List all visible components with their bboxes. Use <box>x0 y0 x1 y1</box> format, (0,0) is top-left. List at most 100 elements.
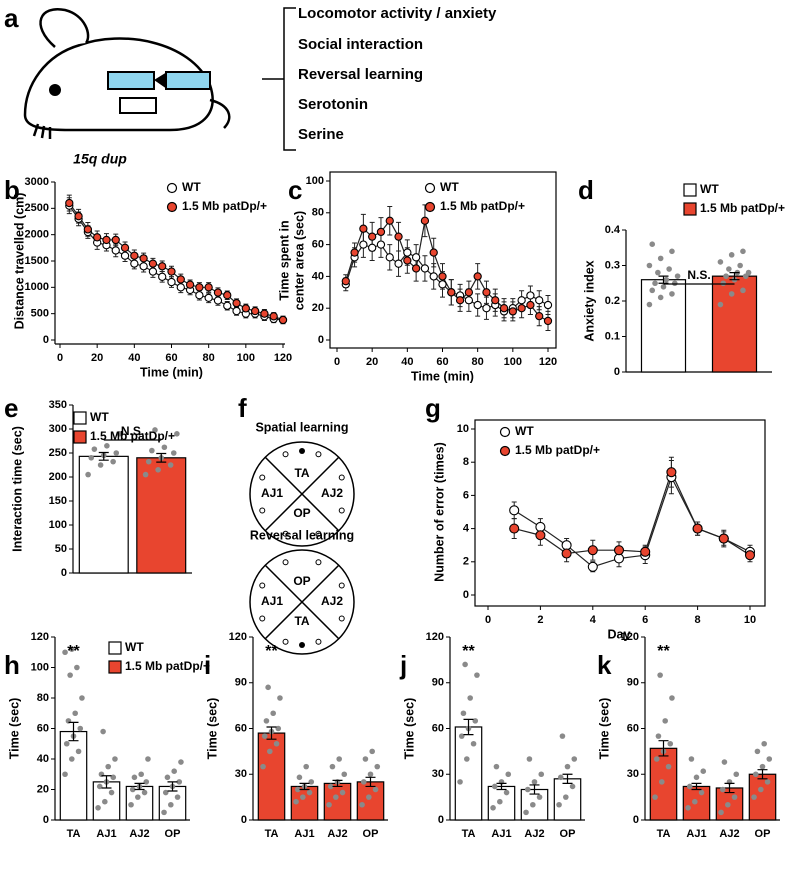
data-point <box>120 243 130 252</box>
error-bar <box>68 721 79 742</box>
individual-point <box>464 756 470 762</box>
x-tick-label: TA <box>657 828 671 840</box>
individual-point <box>142 471 149 478</box>
x-tick-label: 60 <box>165 352 177 364</box>
list-item: Serotonin <box>298 96 368 113</box>
maze-hole <box>338 474 345 481</box>
individual-point <box>457 779 463 785</box>
y-tick-label: 0 <box>61 567 67 579</box>
individual-point <box>720 280 727 287</box>
individual-point <box>652 794 658 800</box>
individual-point <box>77 725 84 732</box>
individual-point <box>96 783 103 790</box>
individual-point <box>497 798 503 805</box>
data-point <box>429 248 438 257</box>
individual-point <box>270 710 276 717</box>
error-bar <box>332 779 343 788</box>
error-bar <box>496 782 507 791</box>
data-point <box>447 288 456 297</box>
data-point <box>341 277 350 286</box>
individual-point <box>155 467 161 473</box>
individual-point <box>671 280 678 287</box>
individual-point <box>745 269 752 276</box>
data-point <box>535 521 546 532</box>
error-bar <box>463 718 474 736</box>
y-axis-label: Time (sec) <box>402 698 416 760</box>
maze-hole <box>282 638 289 645</box>
data-point <box>394 232 403 241</box>
data-point <box>204 283 213 292</box>
individual-point <box>726 266 732 272</box>
y-axis-label: Anxiety index <box>582 260 596 341</box>
zone-label: TA <box>294 614 309 628</box>
individual-point <box>646 301 653 308</box>
individual-point <box>653 756 660 762</box>
individual-point <box>333 794 339 800</box>
bar <box>553 778 582 821</box>
x-tick-label: AJ2 <box>719 828 739 840</box>
legend-label: WT <box>515 424 534 438</box>
individual-point <box>267 748 273 755</box>
individual-point <box>731 794 738 800</box>
panel-label: a <box>4 3 19 33</box>
data-point <box>250 306 260 316</box>
individual-point <box>505 771 512 778</box>
individual-point <box>754 748 761 755</box>
data-point <box>464 288 474 297</box>
legend-label: WT <box>90 410 109 424</box>
individual-point <box>327 783 334 790</box>
individual-point <box>100 728 106 735</box>
individual-point <box>692 798 698 805</box>
legend-marker <box>108 641 122 655</box>
data-point <box>394 259 403 268</box>
individual-point <box>766 756 773 762</box>
y-tick-label: 60 <box>37 722 49 734</box>
data-point <box>561 548 572 559</box>
maze-hole <box>338 507 345 514</box>
x-tick-label: AJ1 <box>686 828 706 840</box>
y-tick-label: 120 <box>426 631 444 643</box>
data-point <box>535 296 544 305</box>
goal-hole <box>299 448 305 454</box>
data-point <box>65 198 74 208</box>
data-point <box>278 315 288 325</box>
y-tick-label: 20 <box>312 302 324 314</box>
individual-point <box>490 805 496 811</box>
individual-point <box>523 809 529 816</box>
individual-point <box>470 740 477 747</box>
error-bar <box>266 726 277 740</box>
mouse-eye <box>49 84 61 96</box>
error-bar <box>529 784 540 795</box>
y-tick-label: 100 <box>31 661 49 673</box>
legend-marker <box>73 411 87 425</box>
y-tick-label: 0 <box>614 366 620 378</box>
maze-hole <box>282 451 289 458</box>
individual-point <box>698 789 705 796</box>
list-item: Reversal learning <box>298 66 423 83</box>
individual-point <box>360 779 367 785</box>
zone-label: AJ2 <box>321 594 343 608</box>
data-point <box>561 540 572 551</box>
error-bar <box>724 782 735 794</box>
y-tick-label: 8 <box>463 456 469 468</box>
maze-hole <box>259 474 266 481</box>
x-tick-label: 0 <box>485 614 491 626</box>
zone-label: AJ1 <box>261 594 283 608</box>
y-tick-label: 200 <box>49 471 67 483</box>
x-tick-label: OP <box>755 828 771 840</box>
y-tick-label: 30 <box>432 768 444 780</box>
data-point <box>376 227 386 237</box>
individual-point <box>143 779 150 785</box>
data-point <box>517 304 526 313</box>
individual-point <box>728 291 735 297</box>
x-tick-label: 60 <box>436 356 448 368</box>
maze-hole <box>338 582 345 589</box>
individual-point <box>138 771 144 778</box>
data-point <box>195 283 204 292</box>
individual-point <box>693 774 700 781</box>
data-point <box>411 253 421 262</box>
data-point <box>543 316 553 326</box>
individual-point <box>458 733 465 739</box>
individual-point <box>366 794 372 800</box>
y-tick-label: 4 <box>463 523 470 535</box>
